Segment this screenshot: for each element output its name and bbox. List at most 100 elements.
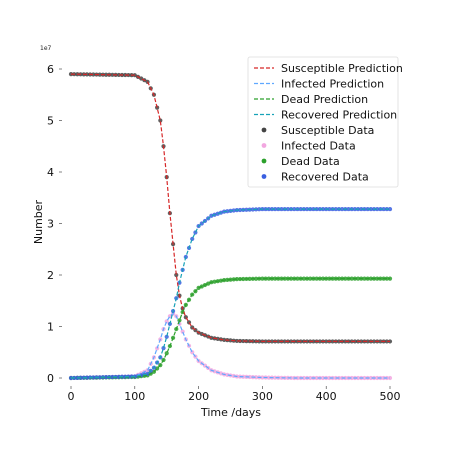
data-point (247, 276, 252, 281)
legend-entry-label: Infected Prediction (281, 78, 384, 91)
legend-marker-swatch (261, 143, 267, 148)
data-point (279, 206, 284, 212)
data-point (273, 375, 278, 380)
data-point (381, 206, 386, 212)
data-point (324, 339, 329, 344)
data-point (311, 339, 316, 344)
data-point (164, 351, 169, 356)
x-tick-label: 100 (124, 390, 145, 403)
y-tick-label: 6 (47, 63, 54, 76)
data-point (260, 375, 265, 380)
data-point (180, 329, 185, 334)
data-point (97, 72, 102, 77)
legend-entry-label: Recovered Prediction (281, 109, 397, 122)
legend-entry-label: Dead Prediction (281, 93, 368, 106)
data-point (222, 337, 227, 342)
data-point (234, 338, 239, 344)
x-tick-label: 400 (316, 390, 337, 403)
data-point (362, 276, 367, 281)
data-point (228, 338, 233, 343)
data-point (375, 206, 380, 212)
y-axis-label: Number (32, 199, 45, 244)
data-point (158, 118, 163, 123)
data-point (116, 374, 121, 379)
data-point (289, 339, 294, 344)
data-point (362, 375, 367, 381)
data-point (349, 276, 354, 281)
data-point (308, 375, 313, 381)
x-axis-label: Time /days (200, 406, 261, 419)
legend-entry-label: Susceptible Prediction (281, 62, 403, 75)
series-line-susceptible-prediction (70, 73, 390, 342)
series-infected-data (68, 311, 393, 381)
x-tick-label: 300 (252, 390, 273, 403)
data-point (103, 375, 109, 380)
legend-entry-label: Susceptible Data (281, 124, 374, 137)
data-point (368, 276, 373, 281)
y-tick-label: 2 (47, 269, 54, 282)
y-tick-label: 3 (47, 218, 54, 231)
data-point (333, 206, 338, 212)
y-tick-label: 0 (47, 372, 54, 385)
chart-legend: Susceptible Prediction Infected Predictio… (247, 56, 403, 188)
data-point (387, 206, 393, 212)
legend-entry-label: Recovered Data (281, 171, 369, 184)
data-point (336, 339, 342, 344)
data-point (295, 276, 300, 281)
data-point (164, 334, 169, 339)
data-point (110, 72, 115, 77)
data-point (257, 207, 262, 212)
x-tick-label: 0 (68, 390, 75, 403)
data-point (269, 339, 275, 344)
data-point (356, 375, 361, 381)
data-point (320, 375, 326, 381)
data-point (330, 339, 335, 344)
y-tick-label: 4 (47, 166, 54, 179)
data-point (116, 72, 121, 78)
legend-box (247, 56, 399, 188)
data-point (368, 375, 373, 381)
data-point (263, 339, 268, 344)
data-point (365, 339, 370, 344)
y-tick-label: 1 (47, 321, 54, 334)
data-point (285, 206, 291, 212)
data-point (289, 276, 294, 281)
data-point (266, 375, 271, 380)
data-point (225, 209, 230, 214)
data-point (375, 375, 380, 381)
data-point (161, 346, 166, 351)
data-point (174, 272, 179, 278)
y-tick-label: 5 (47, 115, 54, 128)
data-point (327, 375, 332, 381)
data-point (304, 206, 310, 212)
data-point (212, 369, 217, 374)
series-line-dead-prediction (70, 278, 390, 379)
data-point (317, 339, 322, 344)
data-point (247, 374, 252, 380)
data-point (212, 279, 217, 284)
data-point (343, 276, 348, 281)
data-point (241, 276, 246, 282)
data-point (371, 339, 377, 344)
plot-area (68, 72, 393, 381)
data-point (97, 375, 102, 380)
data-point (298, 206, 303, 212)
data-point (301, 375, 306, 381)
data-point (292, 206, 297, 212)
data-point (349, 375, 354, 381)
data-point (301, 276, 306, 281)
data-point (225, 372, 230, 378)
data-point (91, 72, 96, 77)
legend-marker-swatch (261, 127, 267, 133)
data-point (266, 276, 271, 281)
data-point (356, 276, 361, 281)
data-point (276, 339, 281, 344)
series-line-recovered-prediction (70, 208, 390, 379)
data-point (155, 346, 160, 351)
data-point (253, 375, 259, 380)
data-point (308, 276, 313, 281)
x-tick-label: 200 (188, 390, 209, 403)
data-point (378, 339, 383, 344)
data-point (244, 207, 249, 212)
